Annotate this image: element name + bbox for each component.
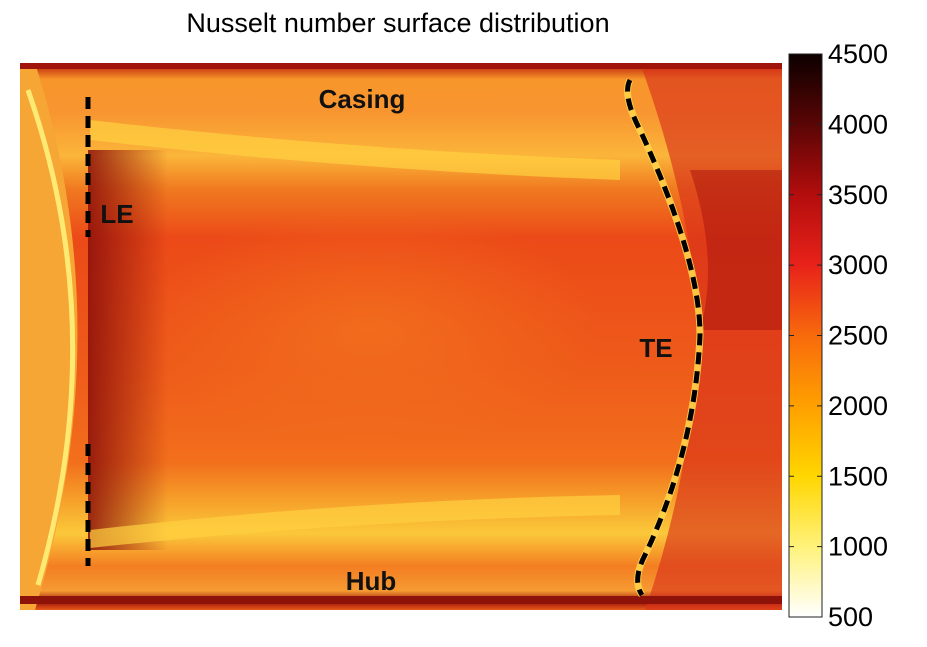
colorbar-tick-label: 3500 [828, 180, 888, 210]
casing-label: Casing [319, 84, 406, 114]
colorbar-tick-label: 3000 [828, 250, 888, 280]
casing-bright-band [90, 120, 620, 180]
casing-wall-edge [20, 63, 782, 69]
colorbar-ticks: 500 1000 1500 2000 2500 3000 3500 4000 4500 [789, 39, 888, 632]
le-bright-arc [25, 89, 76, 586]
colorbar-tick-label: 500 [828, 602, 873, 632]
heatmap-field [20, 63, 782, 610]
le-dark-streak [88, 150, 168, 550]
chart-title: Nusselt number surface distribution [186, 8, 610, 38]
colorbar [788, 53, 823, 618]
colorbar-tick-label: 2000 [828, 391, 888, 421]
te-dashed-curve [625, 78, 703, 597]
colorbar-tick-label: 1500 [828, 461, 888, 491]
hub-bright-band [90, 495, 620, 548]
field-core-glow [140, 210, 600, 450]
colorbar-tick-label: 4500 [828, 39, 888, 69]
colorbar-tick-label: 4000 [828, 109, 888, 139]
colorbar-tick-label: 2500 [828, 321, 888, 351]
colorbar-tick-label: 1000 [828, 532, 888, 562]
le-label: LE [100, 199, 133, 229]
te-label: TE [639, 333, 672, 363]
hub-label: Hub [346, 566, 397, 596]
hub-wall-edge [20, 596, 782, 604]
post-te-dark-band [690, 170, 782, 330]
